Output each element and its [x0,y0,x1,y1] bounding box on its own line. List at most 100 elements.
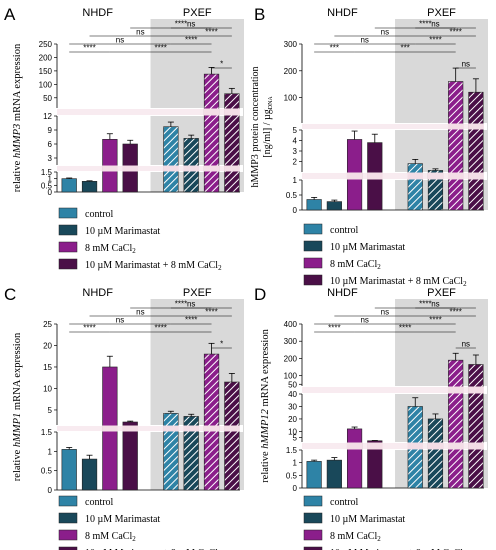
y-tick-label: 6 [48,140,53,149]
y-tick-label: 0.5 [286,471,298,480]
y-tick-label: 30 [288,402,297,411]
legend-swatch-cacl2 [303,257,323,269]
y-tick-label: 1 [48,175,53,184]
legend-swatch-cacl2 [58,529,78,541]
bar-break [102,165,118,172]
bar-break [183,425,200,432]
bar-pxef-cacl2 [203,353,220,491]
y-tick-label: 1 [293,459,298,468]
bar-nhdf-marimastat [81,181,98,193]
legend-label-combo: 10 µM Marimastat + 8 mM CaCl2 [85,260,222,272]
significance-label: **** [449,308,461,317]
legend-swatch-marimastat [303,512,323,524]
legend-label-control: control [330,497,359,508]
bar-break [203,425,220,432]
group-label-nhdf: NHDF [82,7,113,19]
legend-label-cacl2: 8 mM CaCl2 [330,531,381,543]
bar-break [407,172,424,180]
y-tick-label: 100 [284,372,298,381]
y-axis-label: relative hMMP3 mRNA expression [12,43,23,192]
bar-pxef-marimastat [183,138,199,193]
significance-label: **** [154,44,166,53]
y-tick-label: 5 [293,434,298,443]
bar-nhdf-control [61,178,77,193]
significance-label: **** [205,28,217,37]
significance-label: ns [462,340,470,349]
legend-swatch-combo [58,546,78,550]
legend-label-marimastat: 10 µM Marimastat [330,242,405,253]
legend-label-marimastat: 10 µM Marimastat [85,514,160,525]
legend-label-control: control [330,225,359,236]
y-tick-label: 5 [293,126,298,135]
significance-label: **** [328,324,340,333]
legend-swatch-control [303,223,323,235]
legend-swatch-marimastat [58,512,78,524]
bar-break [163,165,179,172]
bar-break [468,386,484,394]
bar-nhdf-marimastat [326,201,342,211]
bar-break [407,442,424,450]
significance-label: ns [381,308,389,317]
legend-swatch-marimastat [303,240,323,252]
axis-break-band [302,124,484,129]
bar-break [447,442,464,450]
y-axis-label: hMMP3 protein concentration [250,66,261,187]
bar-nhdf-cacl2 [346,428,363,489]
y-tick-label: 200 [284,354,298,363]
bar-break [203,165,220,172]
y-tick-label: 9 [48,126,53,135]
significance-label: ns [136,28,144,37]
bar-pxef-combo [468,91,484,211]
bar-break [102,425,118,432]
significance-label: ns [360,316,368,325]
y-tick-label: 50 [288,380,297,389]
axis-break-band [57,166,240,171]
y-tick-label: 400 [284,320,298,329]
legend-label-combo: 10 µM Marimastat + 8 mM CaCl2 [330,276,467,288]
y-tick-label: 250 [39,40,53,49]
axis-break-band [57,109,240,115]
significance-label: **** [205,308,217,317]
y-tick-label: 10 [43,384,52,393]
significance-label: ns [381,28,389,37]
bar-break [203,108,220,116]
group-label-nhdf: NHDF [82,287,113,299]
significance-label: *** [400,44,409,53]
panel-A: A NHDF PXEF 00.511.5 3 6 9 12 50 100 150 200 250 rela… [4,5,244,272]
axis-break-band [57,426,240,431]
significance-label: **** [429,36,441,45]
panel-label: B [254,5,265,24]
significance-label: **** [449,28,461,37]
y-tick-label: 300 [284,337,298,346]
y-tick-label: 100 [39,80,53,89]
y-tick-label: 4 [293,137,298,146]
y-tick-label: 3 [48,154,53,163]
bar-pxef-marimastat [427,418,444,489]
bar-nhdf-marimastat [326,459,342,489]
bar-nhdf-combo [122,421,138,491]
bar-break [224,108,240,116]
panel-label: A [4,5,16,24]
significance-label: **** [429,316,441,325]
y-tick-label: 0.5 [41,181,53,190]
significance-label: ns [431,20,439,29]
y-tick-label: 2 [293,158,298,167]
significance-label: ns [187,20,195,29]
legend-label-cacl2: 8 mM CaCl2 [85,243,136,255]
bar-nhdf-marimastat [81,458,98,491]
axis-break-band [302,443,484,449]
bar-break [447,123,464,130]
y-axis-label: [ng/ml] / µgDNA [262,96,274,158]
legend-swatch-combo [303,274,323,286]
y-tick-label: 1.5 [41,428,53,437]
bar-pxef-cacl2 [203,73,220,193]
significance-label: **** [185,316,197,325]
legend-label-control: control [85,209,114,220]
legend-label-combo: 10 µM Marimastat + 8 mM CaCl2 [330,548,467,550]
significance-label: ns [116,36,124,45]
bar-pxef-combo [224,93,240,193]
legend-swatch-control [58,207,78,219]
y-tick-label: 20 [43,341,52,350]
y-tick-label: 0 [293,484,298,493]
significance-label: ns [116,316,124,325]
